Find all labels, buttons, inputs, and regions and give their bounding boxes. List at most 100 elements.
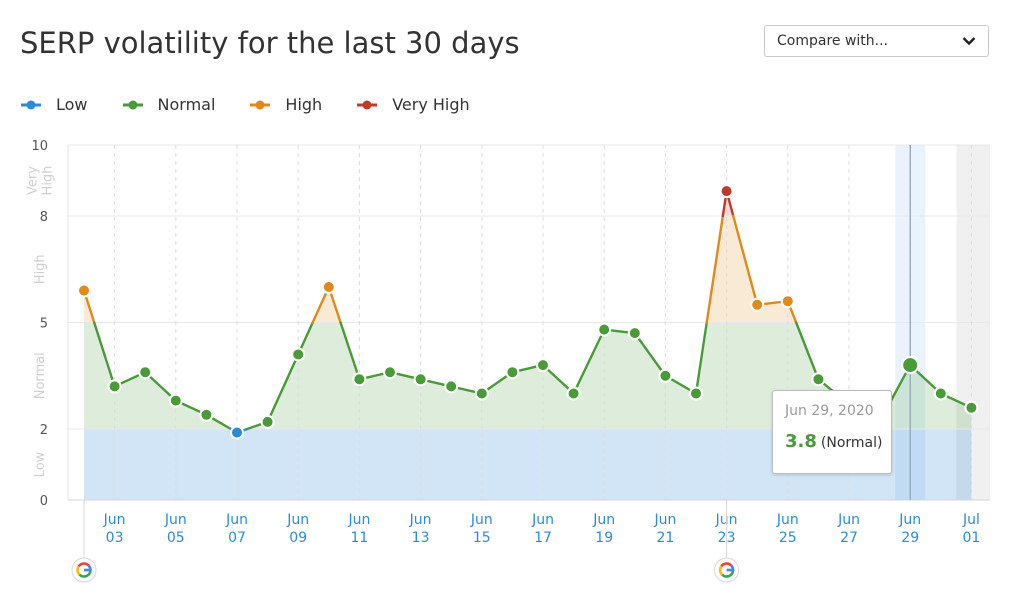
legend-item-very-high[interactable]: Very High <box>356 95 470 114</box>
legend-item-normal[interactable]: Normal <box>122 95 216 114</box>
band-label: Very <box>26 166 41 195</box>
legend-marker-very-high <box>357 100 378 109</box>
x-tick-month: Jun <box>837 512 860 528</box>
y-tick-label: 10 <box>31 139 48 154</box>
chevron-down-icon <box>962 37 976 46</box>
data-point <box>536 358 550 373</box>
legend-marker-low <box>21 100 41 109</box>
data-point <box>352 372 367 387</box>
google-icon <box>714 557 740 583</box>
x-tick-day: 21 <box>656 530 674 546</box>
data-point <box>383 365 397 380</box>
compare-dropdown[interactable]: Compare with... <box>764 25 989 57</box>
tooltip-date: Jun 29, 2020 <box>785 403 874 419</box>
x-tick-month: Jun <box>286 512 309 528</box>
x-tick-day: 11 <box>350 530 368 546</box>
line-segment <box>794 321 820 381</box>
x-tick-month: Jun <box>470 512 493 528</box>
band-label: High <box>41 166 56 196</box>
data-point <box>321 280 336 294</box>
data-point <box>566 386 581 401</box>
data-point <box>291 347 306 362</box>
y-tick-label: 0 <box>40 494 48 509</box>
compare-label: Compare with... <box>777 33 889 49</box>
x-tick-month: Jun <box>531 512 554 528</box>
google-arc-red <box>77 562 90 568</box>
google-arc-red <box>720 562 733 568</box>
google-arc-yellow <box>718 565 724 576</box>
y-tick-label: 2 <box>40 423 48 438</box>
y-tick-label: 5 <box>40 317 48 332</box>
google-icon <box>71 557 97 583</box>
x-tick-month: Jun <box>653 512 676 528</box>
legend-label-high: High <box>285 95 323 114</box>
y-tick-label: 8 <box>40 210 48 225</box>
legend-marker-high <box>250 100 271 109</box>
data-point <box>413 372 428 387</box>
x-tick-day: 01 <box>962 530 980 546</box>
data-point <box>719 184 734 199</box>
x-tick-month: Jun <box>592 512 615 528</box>
data-point <box>780 294 795 309</box>
data-point <box>597 322 612 337</box>
tooltip-category: (Normal) <box>820 435 883 451</box>
line-segment <box>92 321 116 388</box>
line-segment <box>266 353 300 424</box>
legend-item-low[interactable]: Low <box>20 95 88 114</box>
band-area-very-high <box>84 191 972 216</box>
data-point <box>811 372 826 387</box>
x-tick-day: 07 <box>228 530 246 546</box>
legend: Low Normal High Very High <box>20 95 504 114</box>
line-segment <box>732 214 759 306</box>
line-segment <box>694 321 708 395</box>
google-arc-yellow <box>76 565 81 576</box>
x-tick-day: 09 <box>289 530 307 546</box>
data-point <box>689 386 703 401</box>
data-point <box>230 425 244 440</box>
legend-label-normal: Normal <box>157 95 216 114</box>
data-point <box>474 386 489 401</box>
band-label: Normal <box>33 352 48 399</box>
data-point <box>933 386 948 401</box>
data-point <box>901 356 920 375</box>
x-tick-day: 03 <box>106 530 124 546</box>
line-segment <box>572 328 606 395</box>
data-point <box>77 283 91 298</box>
line-segment <box>633 331 667 377</box>
x-tick-month: Jun <box>776 512 799 528</box>
data-point <box>199 407 214 422</box>
data-point <box>750 297 765 312</box>
line-segment <box>705 214 725 324</box>
x-tick-day: 15 <box>473 530 491 546</box>
x-tick-month: Jun <box>225 512 248 528</box>
x-tick-month: Jul <box>962 512 980 528</box>
x-tick-day: 27 <box>840 530 858 546</box>
band-label: High <box>33 254 48 284</box>
x-tick-day: 05 <box>167 530 185 546</box>
x-tick-month: Jun <box>103 512 126 528</box>
x-tick-day: 17 <box>534 530 552 546</box>
data-point <box>505 365 520 380</box>
legend-marker-normal <box>122 100 143 109</box>
data-point <box>627 326 642 341</box>
data-point <box>444 379 459 394</box>
band-area-high <box>84 216 972 323</box>
legend-item-high[interactable]: High <box>249 95 322 114</box>
x-tick-month: Jun <box>164 512 187 528</box>
legend-label-very-high: Very High <box>392 95 470 114</box>
x-tick-day: 25 <box>779 530 797 546</box>
page-title: SERP volatility for the last 30 days <box>20 26 520 60</box>
data-point <box>964 400 979 415</box>
chart-tooltip: Jun 29, 2020 3.8 (Normal) <box>772 390 892 474</box>
data-point <box>260 414 275 429</box>
data-point <box>658 368 673 383</box>
tooltip-value: 3.8 <box>785 431 817 452</box>
data-point <box>107 379 122 394</box>
x-tick-day: 29 <box>901 530 919 546</box>
data-point <box>168 393 183 408</box>
band-label: Low <box>33 451 48 477</box>
line-segment <box>339 321 361 381</box>
x-tick-month: Jun <box>409 512 432 528</box>
data-point <box>138 365 153 380</box>
